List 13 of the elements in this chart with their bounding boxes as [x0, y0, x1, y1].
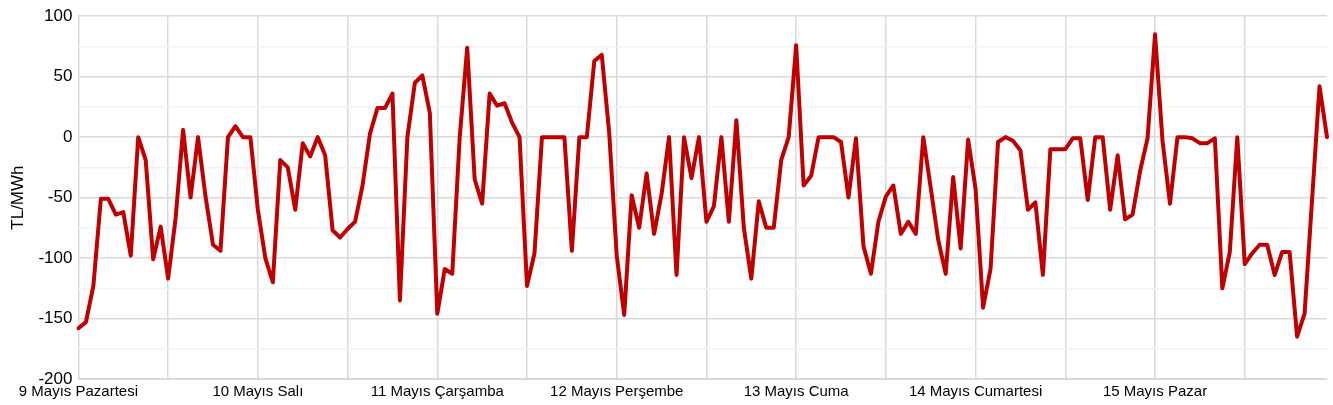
- x-tick-label: 14 Mayıs Cumartesi: [908, 382, 1043, 400]
- x-tick-label: 10 Mayıs Salı: [212, 382, 304, 400]
- y-tick-label: -50: [47, 187, 73, 207]
- x-tick-label: 12 Mayıs Perşembe: [550, 382, 684, 400]
- x-tick-label: 13 Mayıs Cuma: [743, 382, 850, 400]
- y-tick-label: -100: [38, 247, 73, 267]
- y-tick-label: 100: [44, 5, 73, 25]
- y-tick-label: -150: [38, 308, 73, 328]
- y-tick-label: 0: [62, 126, 73, 146]
- y-axis-title: TL/MWh: [7, 165, 27, 230]
- y-tick-label: 50: [53, 66, 73, 86]
- x-tick-label: 11 Mayıs Çarşamba: [370, 382, 505, 400]
- x-tick-label: 15 Mayıs Pazar: [1102, 382, 1208, 400]
